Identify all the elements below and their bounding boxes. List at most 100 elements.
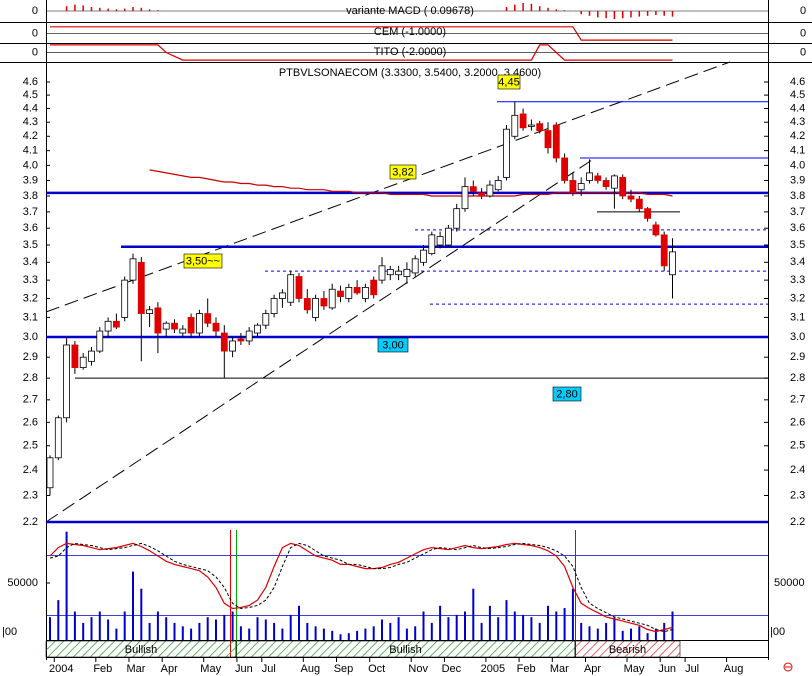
volume-bar (156, 611, 159, 640)
volume-bar (464, 611, 466, 640)
x-tick-label: Jul (262, 663, 276, 675)
y-tick-label-right: 2.9 (790, 351, 805, 363)
y-tick-label-right: 2.5 (790, 440, 805, 452)
signal-label: Bullish (125, 644, 157, 656)
volume-bar (65, 531, 68, 640)
volume-bar (256, 617, 259, 640)
x-tick-label: 2004 (49, 663, 73, 675)
volume-bar (480, 622, 483, 640)
macd-bar (115, 9, 118, 11)
volume-bar (82, 622, 85, 640)
volume-bar (671, 611, 674, 640)
candle-body (552, 124, 560, 159)
volume-bar (115, 628, 118, 640)
volume-tick-label: 50000 (7, 577, 38, 589)
y-tick-label-right: 2.4 (790, 464, 805, 476)
y-tick-label-right: 3.7 (790, 206, 805, 218)
candle-body (569, 180, 577, 194)
trend-line (45, 61, 731, 313)
volume-bar (148, 622, 151, 640)
volume-bar (638, 626, 641, 640)
volume-bar (173, 622, 176, 640)
y-tick-label-right: 4.5 (790, 89, 805, 101)
candle-body (295, 276, 303, 299)
x-tick-label: Aug (724, 663, 744, 675)
candle-body (577, 183, 585, 191)
y-tick-label: 3.5 (23, 239, 38, 251)
macd-bar (621, 11, 624, 19)
annotation-label: 3,82 (392, 166, 413, 178)
y-tick-label-right: 4.4 (790, 102, 805, 114)
candle-body (96, 330, 104, 352)
macd-bar (538, 6, 541, 11)
volume-bar (281, 628, 284, 640)
y-tick-label-right: 4.2 (790, 130, 805, 142)
y-tick-label: 4.3 (23, 116, 38, 128)
y-tick-label: 4.4 (23, 102, 38, 114)
y-tick-label-right: 4.6 (790, 76, 805, 88)
candle-body (386, 268, 394, 276)
y-tick-label-right: 3.6 (790, 222, 805, 234)
macd-bar (563, 10, 566, 11)
y-tick-label: 3.1 (23, 311, 38, 323)
annotation-label: 2,80 (556, 388, 577, 400)
candle-body (287, 274, 295, 303)
oscillator-line (49, 542, 673, 633)
candle-body (154, 307, 162, 334)
panel-tick-label-right: 0 (800, 5, 806, 17)
y-tick-label-right: 3.4 (790, 256, 805, 268)
volume-bar (165, 617, 168, 640)
volume-bar (73, 611, 76, 640)
candle-body (669, 251, 676, 276)
candle-body (611, 175, 618, 189)
candle-body (195, 313, 203, 334)
y-tick-label-right: 3.8 (790, 190, 805, 202)
volume-bar (140, 588, 143, 640)
volume-bar (132, 571, 134, 640)
candle-body (113, 320, 120, 328)
trend-line (45, 159, 593, 523)
volume-bar (571, 588, 574, 640)
candle-body (278, 292, 286, 299)
candle-body (146, 309, 154, 314)
y-tick-label-right: 4.1 (790, 145, 805, 157)
volume-bar (513, 611, 516, 640)
volume-bar (98, 611, 101, 640)
volume-bar (663, 622, 666, 640)
y-tick-label: 3.7 (23, 206, 38, 218)
cem-line (50, 26, 673, 41)
y-tick-label: 2.8 (23, 372, 38, 384)
candle-body (88, 350, 95, 362)
annotation-box (389, 164, 417, 180)
y-tick-label-right: 3.2 (790, 292, 805, 304)
candle-body (345, 287, 353, 299)
candle-body (536, 123, 544, 132)
volume-bar (314, 626, 317, 640)
volume-bar (430, 622, 433, 640)
volume-bar (630, 628, 632, 640)
x-tick-label: Apr (584, 663, 601, 675)
candle-body (528, 124, 535, 127)
candle-body (602, 180, 610, 188)
volume-bar (339, 634, 342, 640)
macd-bar (74, 4, 76, 11)
candle-body (478, 192, 486, 197)
candle-body (337, 290, 344, 298)
volume-bar (372, 626, 375, 640)
macd-bar (99, 7, 101, 11)
chart-title: PTBVLSONAECOM (3.3300, 3.5400, 3.2000, 3… (279, 67, 541, 79)
panel-tick-label: 0 (32, 5, 38, 17)
annotation-label: 3,00 (382, 339, 403, 351)
y-tick-label-right: 3.1 (790, 311, 805, 323)
candle-body (179, 328, 187, 334)
volume-bar (414, 626, 417, 640)
macd-bar (638, 11, 641, 17)
candle-body (303, 298, 311, 311)
volume-bar (306, 622, 309, 640)
candle-body (428, 234, 436, 255)
volume-bar (190, 628, 193, 640)
x-tick-label: Jun (235, 663, 253, 675)
annotation-label: 4,45 (498, 76, 519, 88)
y-tick-label-right: 4.3 (790, 116, 805, 128)
candle-body (453, 208, 461, 229)
